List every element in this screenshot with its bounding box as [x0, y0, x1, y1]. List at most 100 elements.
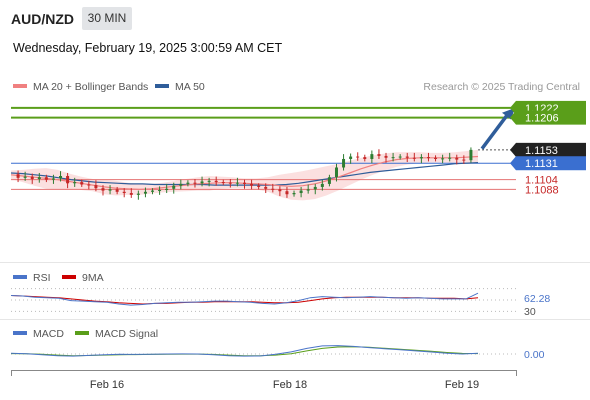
candle-body [441, 158, 445, 160]
candle-body [30, 176, 34, 180]
candle-body [426, 157, 430, 159]
legend-ma20-label: MA 20 + Bollinger Bands [33, 81, 148, 93]
candle-body [419, 157, 423, 159]
candle-body [23, 176, 27, 178]
legend-ma20-swatch [13, 84, 27, 88]
candle-body [235, 182, 239, 184]
candle-body [391, 157, 395, 159]
level-value-label: 1.1104 [525, 175, 558, 187]
macd-value-label: 0.00 [524, 349, 545, 361]
candle-body [143, 191, 147, 194]
rsi-line [10, 292, 479, 306]
candle-body [384, 155, 388, 158]
candle-body [349, 156, 353, 159]
candle-body [292, 193, 296, 195]
candle-body [37, 177, 41, 180]
candle-body [136, 193, 140, 195]
candle-body [179, 183, 183, 186]
candle-body [448, 157, 452, 159]
rsi-value-label: 62.28 [524, 293, 550, 305]
macd-panel [10, 345, 516, 357]
x-tick-label: Feb 19 [445, 379, 479, 391]
candle-body [172, 185, 176, 189]
candle-body [122, 191, 126, 194]
candle-body [299, 190, 303, 194]
candle-body [363, 157, 367, 159]
candle-body [165, 188, 169, 190]
candle-body [214, 180, 218, 183]
candle-body [158, 189, 162, 191]
candle-body [434, 157, 438, 159]
legend-ma50-label: MA 50 [175, 81, 205, 93]
candle-body [264, 186, 268, 189]
level-tag-pointer [510, 100, 516, 115]
candle-body [455, 157, 459, 160]
candle-body [44, 177, 48, 180]
bollinger-band [11, 149, 478, 201]
candle-body [193, 182, 197, 184]
candle-body [101, 188, 105, 191]
macd-line [10, 345, 479, 357]
candle-body [66, 176, 70, 184]
chart-datetime: Wednesday, February 19, 2025 3:00:59 AM … [13, 41, 283, 55]
candle-body [243, 182, 246, 184]
candle-body [313, 186, 317, 190]
candle-body [306, 189, 310, 191]
candle-body [356, 156, 360, 158]
candle-body [285, 191, 289, 195]
legend-rsi-swatch [13, 275, 27, 279]
legend-ma50-swatch [155, 84, 169, 88]
candle-body [228, 182, 232, 184]
candle-body [73, 182, 77, 184]
candle-body [115, 189, 119, 192]
candle-body [250, 183, 254, 186]
level-value-label: 1.1153 [525, 145, 558, 157]
candle-body [186, 182, 190, 184]
x-tick-label: Feb 18 [273, 379, 307, 391]
legend-macd-signal-swatch [75, 331, 89, 335]
candle-body [129, 193, 133, 195]
candle-body [87, 184, 91, 186]
candle-body [469, 149, 473, 161]
level-value-label: 1.1088 [525, 184, 559, 196]
candle-body [16, 174, 20, 178]
legend-9ma-swatch [62, 275, 76, 279]
legend-rsi-label: RSI [33, 272, 51, 284]
candle-body [59, 176, 63, 179]
candle-body [462, 159, 466, 161]
candle-body [108, 189, 112, 191]
candle-body [51, 178, 55, 180]
candle-body [207, 180, 211, 182]
candle-body [80, 182, 84, 185]
candle-body [151, 190, 155, 192]
timeframe-badge[interactable]: 30 MIN [82, 7, 132, 30]
level-tag-price [516, 142, 586, 157]
projection-arrow [480, 112, 510, 150]
candle-body [398, 156, 402, 158]
candle-body [320, 183, 324, 187]
candle-body [278, 189, 282, 192]
source-credit: Research © 2025 Trading Central [423, 81, 580, 93]
level-tag-pointer [510, 110, 516, 125]
candle-body [257, 185, 261, 187]
legend-macd-label: MACD [33, 328, 64, 340]
legend-macd-swatch [13, 331, 27, 335]
candle-body [412, 157, 416, 159]
candle-body [327, 177, 331, 184]
candle-body [271, 188, 275, 190]
candle-body [221, 182, 225, 184]
rsi-panel [10, 288, 516, 312]
rsi-level-label: 30 [524, 306, 536, 318]
level-tag-pointer [510, 142, 516, 157]
level-value-label: 1.1206 [525, 113, 559, 125]
level-tag-pivot [516, 156, 586, 171]
candle-body [405, 156, 409, 158]
level-tag-pointer [510, 156, 516, 171]
symbol-title: AUD/NZD [11, 11, 74, 27]
candle-body [94, 185, 98, 189]
legend-9ma-label: 9MA [82, 272, 104, 284]
x-tick-label: Feb 16 [90, 379, 124, 391]
candle-body [370, 154, 374, 159]
